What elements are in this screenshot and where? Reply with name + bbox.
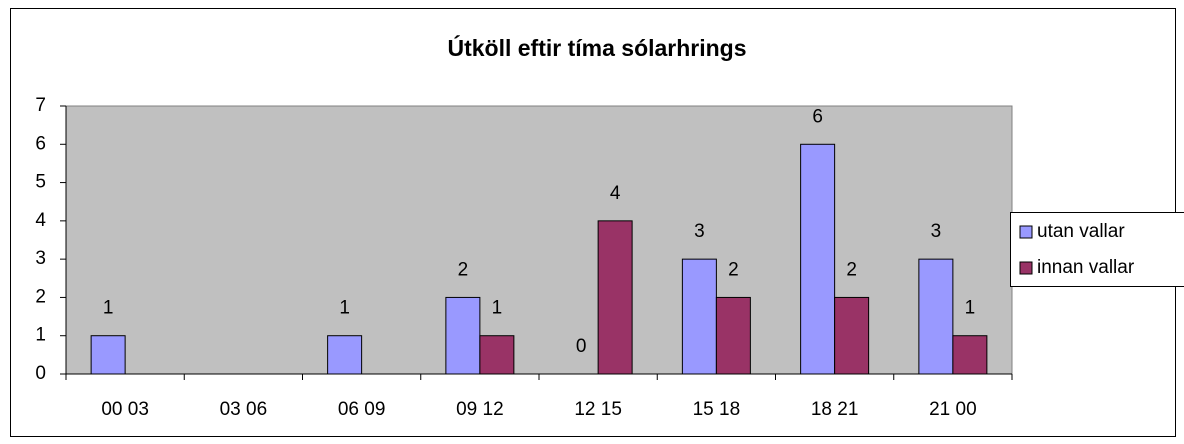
y-tick-label: 6 bbox=[35, 133, 46, 154]
plot-area bbox=[65, 105, 1013, 375]
y-tick-label: 1 bbox=[35, 325, 46, 346]
legend-swatch bbox=[1019, 225, 1033, 239]
data-label: 1 bbox=[339, 298, 350, 319]
bar bbox=[834, 296, 870, 375]
data-label: 4 bbox=[610, 183, 621, 204]
chart-title: Útköll eftir tíma sólarhrings bbox=[447, 34, 746, 61]
bar bbox=[327, 335, 363, 375]
data-label: 6 bbox=[812, 106, 823, 127]
data-label: 3 bbox=[931, 221, 942, 242]
y-tick-label: 4 bbox=[35, 210, 46, 231]
y-tick-label: 2 bbox=[35, 286, 46, 307]
x-tick-label: 12 15 bbox=[574, 399, 622, 420]
data-label: 1 bbox=[492, 298, 503, 319]
x-tick-label: 06 09 bbox=[338, 399, 386, 420]
y-tick-label: 3 bbox=[35, 248, 46, 269]
x-tick-label: 00 03 bbox=[101, 399, 149, 420]
data-label: 2 bbox=[728, 259, 739, 280]
bar bbox=[479, 335, 515, 375]
y-tick-label: 5 bbox=[35, 172, 46, 193]
data-label: 2 bbox=[458, 259, 469, 280]
legend-label: utan vallar bbox=[1037, 221, 1125, 242]
bar bbox=[918, 258, 954, 375]
data-label: 1 bbox=[965, 298, 976, 319]
legend-label: innan vallar bbox=[1037, 257, 1135, 278]
bar bbox=[715, 296, 751, 375]
bar bbox=[597, 220, 633, 375]
legend-swatch bbox=[1019, 261, 1033, 275]
data-label: 0 bbox=[576, 336, 587, 357]
x-tick-label: 21 00 bbox=[929, 399, 977, 420]
bar bbox=[445, 296, 481, 375]
legend bbox=[1010, 212, 1184, 287]
data-label: 1 bbox=[103, 298, 114, 319]
bar bbox=[800, 143, 836, 375]
x-tick-label: 15 18 bbox=[693, 399, 741, 420]
y-tick-label: 0 bbox=[35, 363, 46, 384]
x-tick-label: 09 12 bbox=[456, 399, 504, 420]
bar bbox=[952, 335, 988, 375]
data-label: 2 bbox=[846, 259, 857, 280]
x-tick-label: 18 21 bbox=[811, 399, 859, 420]
x-tick-label: 03 06 bbox=[220, 399, 268, 420]
bar bbox=[90, 335, 126, 375]
y-tick-label: 7 bbox=[35, 95, 46, 116]
data-label: 3 bbox=[694, 221, 705, 242]
bar bbox=[681, 258, 717, 375]
